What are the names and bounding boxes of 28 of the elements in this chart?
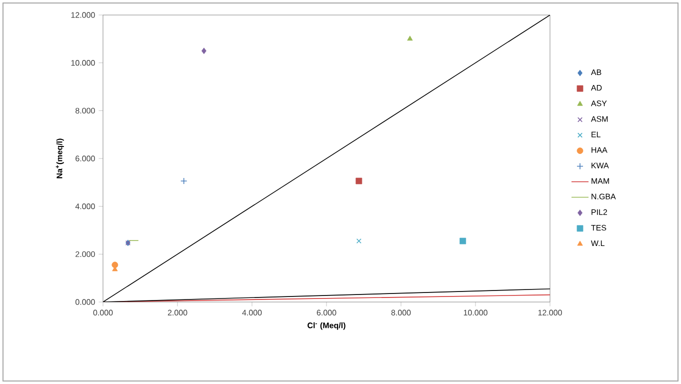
legend-label: PIL2: [592, 209, 608, 215]
legend-label: AD: [590, 85, 602, 91]
legend-label: KWA: [592, 162, 609, 168]
y-tick-label: 6.000: [76, 156, 95, 162]
y-tick-label: 10.000: [71, 60, 95, 66]
legend-label: ASY: [590, 100, 607, 106]
x-tick-label: 2.000: [168, 310, 188, 316]
legend-label: TES: [591, 224, 606, 231]
legend-label: EL: [592, 132, 600, 138]
x-tick-label: 4.000: [242, 310, 262, 316]
y-tick-label: 0.000: [75, 299, 95, 305]
legend-label: HAA: [592, 147, 608, 153]
y-tick-label: 12.000: [71, 12, 95, 18]
x-tick-label: 12.000: [538, 310, 562, 316]
y-tick-label: 4.000: [75, 204, 95, 210]
legend-label: MAM: [592, 178, 609, 184]
x-tick-label: 8.000: [391, 310, 411, 316]
x-tick-label: 0.000: [93, 310, 113, 316]
x-tick-label: 6.000: [316, 310, 336, 316]
x-axis-title: Cl$^{-}$ (Meq/l): [308, 322, 346, 330]
y-axis-title: Na$^{+}$(meq/l): [56, 138, 64, 178]
legend-label: N.GBA: [592, 194, 616, 200]
legend-label: AB: [590, 70, 602, 76]
legend-label: ASM: [590, 116, 608, 122]
legend-label: W.L: [590, 240, 604, 246]
x-tick-label: 10.000: [464, 310, 488, 316]
y-tick-label: 2.000: [76, 251, 95, 257]
y-tick-label: 8.000: [76, 108, 95, 114]
